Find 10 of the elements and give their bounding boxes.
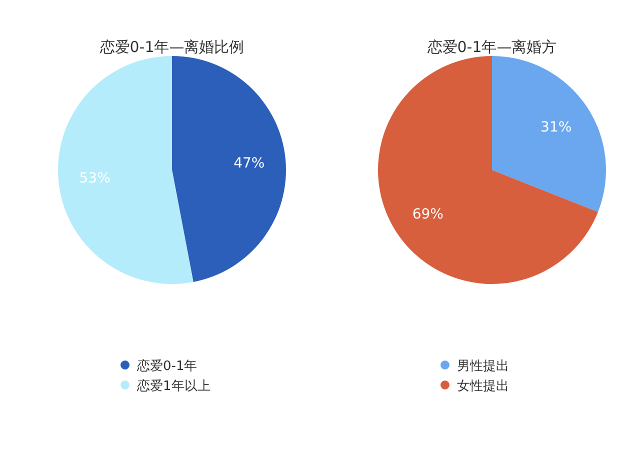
legend-label: 女性提出 (457, 379, 509, 394)
legend-label: 恋爱0-1年 (136, 358, 198, 374)
legend-label: 恋爱1年以上 (136, 378, 210, 394)
chart-title: 恋爱0-1年—离婚比例 (98, 38, 244, 56)
data-label: 31% (540, 119, 572, 136)
legend-label: 男性提出 (457, 359, 509, 374)
chart-title: 恋爱0-1年—离婚方 (426, 38, 557, 56)
data-label: 69% (412, 206, 444, 223)
data-label: 47% (234, 156, 265, 172)
data-label: 53% (79, 170, 110, 186)
